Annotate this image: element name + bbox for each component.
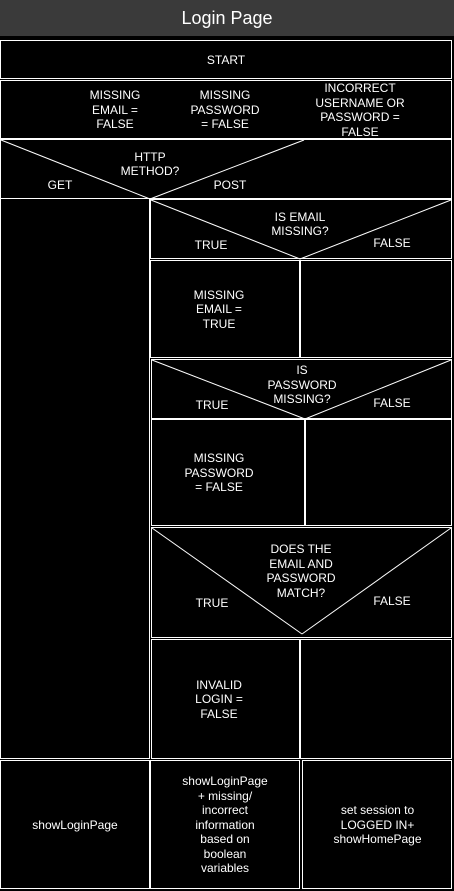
- output-get-label: showLoginPage: [32, 817, 118, 832]
- email-true-action: MISSING EMAIL = TRUE: [193, 287, 245, 331]
- init-incorrect-label: INCORRECT USERNAME OR PASSWORD = FALSE: [315, 81, 405, 139]
- password-decision-left-diag: [151, 359, 306, 420]
- password-true-box: [151, 419, 305, 526]
- match-decision-right-diag: [301, 527, 452, 635]
- get-branch-box: [0, 198, 150, 759]
- page-title: Login Page: [0, 0, 454, 36]
- output-post-false-label: set session to LOGGED IN+ showHomePage: [333, 803, 422, 847]
- output-get-box: [0, 760, 150, 889]
- http-decision-box: [0, 139, 452, 199]
- email-decision-right-diag: [299, 199, 452, 260]
- start-label: START: [206, 52, 246, 67]
- email-true-label: TRUE: [194, 237, 228, 252]
- match-question: DOES THE EMAIL AND PASSWORD MATCH?: [266, 542, 336, 600]
- match-true-box: [151, 639, 300, 759]
- match-true-label: TRUE: [195, 595, 229, 610]
- match-false-label: FALSE: [373, 593, 411, 608]
- output-post-false-box: [302, 760, 452, 889]
- match-decision-left-diag: [151, 527, 303, 635]
- output-post-true-box: [150, 760, 300, 889]
- password-decision-box: [151, 359, 452, 419]
- password-true-action: MISSING PASSWORD = FALSE: [184, 451, 254, 495]
- email-false-box: [300, 260, 452, 358]
- init-missing-email-label: MISSING EMAIL = FALSE: [89, 88, 141, 132]
- match-true-action: INVALID LOGIN = FALSE: [195, 677, 243, 721]
- email-question: IS EMAIL MISSING?: [271, 209, 329, 239]
- password-false-label: FALSE: [373, 395, 411, 410]
- http-get-label: GET: [47, 177, 73, 192]
- match-decision-box: [151, 527, 452, 638]
- start-box: [0, 40, 452, 79]
- email-false-label: FALSE: [373, 235, 411, 250]
- email-decision-left-diag: [150, 199, 301, 260]
- init-missing-password-label: MISSING PASSWORD = FALSE: [190, 88, 260, 132]
- http-method-question: HTTP METHOD?: [120, 149, 180, 179]
- http-decision-right-diag: [149, 139, 305, 200]
- output-post-true-label: showLoginPage + missing/ incorrect infor…: [182, 774, 268, 876]
- password-true-label: TRUE: [195, 397, 229, 412]
- init-box: [0, 80, 452, 139]
- http-decision-left-diag: [0, 139, 151, 200]
- password-decision-right-diag: [304, 359, 452, 420]
- password-question: IS PASSWORD MISSING?: [267, 363, 337, 407]
- match-false-box: [300, 639, 452, 759]
- password-false-box: [305, 419, 452, 526]
- http-post-label: POST: [213, 177, 247, 192]
- email-true-box: [150, 260, 300, 358]
